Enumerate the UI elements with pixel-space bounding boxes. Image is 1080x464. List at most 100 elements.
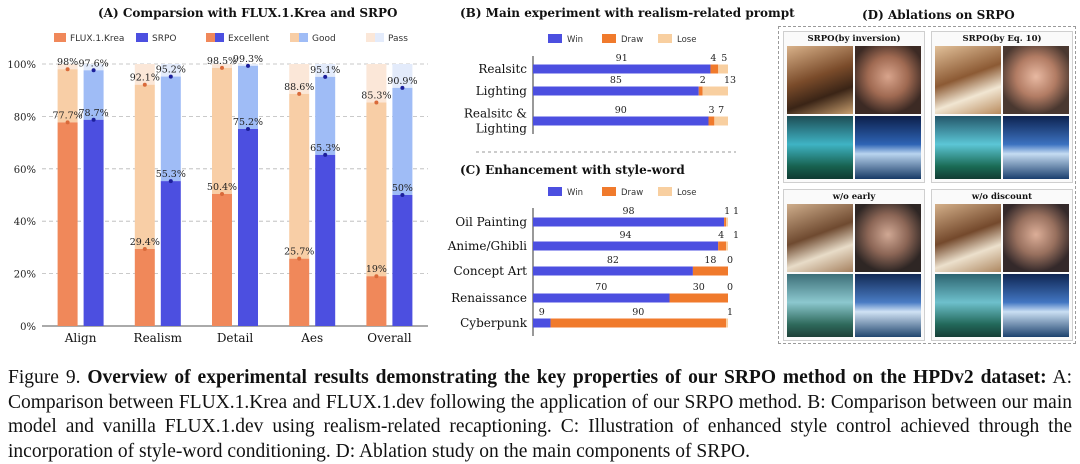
legend-label: Win (567, 188, 583, 198)
point-excellent (400, 193, 405, 197)
legend-swatch (658, 187, 672, 196)
legend-label: Draw (621, 188, 643, 198)
panel-b-title: (B) Main experiment with realism-related… (460, 6, 795, 20)
data-label-lose: 5 (721, 53, 727, 64)
point-good (297, 91, 302, 96)
bar-draw (724, 217, 727, 227)
legend-swatch (136, 33, 148, 42)
legend-swatch (215, 33, 224, 42)
y-tick-label: Realsitc (478, 62, 527, 76)
image-waterfall (935, 116, 1001, 179)
caption-bold: Overview of experimental results demonst… (87, 367, 1047, 388)
data-label-excellent: 78.7% (79, 108, 109, 119)
legend-label: Pass (388, 34, 408, 44)
bar-good (134, 84, 155, 249)
ablation-label: SRPO(by Eq. 10) (962, 34, 1042, 44)
legend-swatch (548, 187, 562, 196)
bar-draw (708, 116, 715, 126)
bar-good (83, 70, 104, 120)
bar-pass (83, 64, 104, 71)
data-label-good: 90.9% (387, 76, 417, 87)
legend-swatch (206, 33, 215, 42)
caption-label: Figure 9. (8, 367, 81, 388)
bar-excellent (315, 154, 336, 326)
data-label-excellent: 77.7% (53, 110, 83, 121)
data-label-excellent: 25.7% (284, 247, 314, 258)
data-label-lose: 0 (727, 282, 733, 293)
point-good (65, 67, 70, 72)
point-good (323, 74, 328, 79)
y-tick-label: 40% (14, 217, 36, 228)
data-label-draw: 1 (724, 206, 730, 217)
bar-win (533, 86, 699, 96)
bar-win (533, 241, 719, 251)
image-people (787, 204, 853, 272)
point-excellent (91, 117, 96, 122)
bar-lose (714, 116, 728, 126)
y-tick-label: Oil Painting (455, 215, 527, 229)
data-label-excellent: 55.3% (156, 169, 186, 180)
bar-excellent (289, 258, 310, 326)
point-excellent (246, 126, 250, 131)
legend-label: Win (567, 35, 583, 45)
bar-win (533, 293, 670, 303)
legend-label: Lose (677, 35, 696, 45)
data-label-lose: 7 (718, 105, 724, 116)
legend-swatch (602, 34, 616, 43)
data-label-win: 90 (615, 105, 627, 116)
data-label-win: 85 (610, 75, 622, 86)
legend-swatch (366, 33, 375, 42)
bar-pass (392, 64, 413, 88)
bar-pass (366, 64, 387, 103)
image-people (935, 46, 1001, 114)
bar-excellent (160, 181, 181, 326)
bar-lose (702, 86, 728, 96)
ablation-label: w/o early (832, 192, 876, 202)
bar-good (238, 65, 258, 129)
charts-svg: FLUX.1.Krea SRPO Excellent Good Pass 0% 20% 40%… (7, 33, 739, 345)
legend-label: FLUX.1.Krea (70, 34, 124, 44)
bar-excellent (57, 122, 78, 327)
panel-d-title: (D) Ablations on SRPO (862, 8, 1015, 22)
point-good (142, 82, 147, 87)
bar-good (57, 69, 78, 123)
data-label-draw: 3 (708, 105, 714, 116)
x-tick-label: Overall (367, 331, 411, 345)
data-label-lose: 1 (733, 230, 739, 241)
image-people (935, 204, 1001, 272)
x-tick-label: Detail (217, 331, 254, 345)
bar-excellent (134, 248, 155, 326)
data-label-draw: 2 (700, 75, 706, 86)
panel-c-title: (C) Enhancement with style-word (460, 163, 685, 177)
image-people (787, 46, 853, 114)
legend-label: Excellent (228, 34, 270, 44)
image-mountain-night (1003, 116, 1069, 179)
image-portrait (1003, 46, 1069, 114)
image-waterfall (787, 116, 853, 179)
data-label-win: 9 (539, 307, 545, 318)
image-portrait (855, 204, 921, 272)
y-tick-label: 80% (14, 112, 36, 123)
y-tick-label: Realsitc & (464, 107, 527, 121)
data-label-draw: 4 (710, 53, 716, 64)
legend-swatch (658, 34, 672, 43)
bar-draw (669, 293, 728, 303)
data-label-draw: 90 (632, 307, 644, 318)
bar-draw (718, 241, 727, 251)
bar-lose (726, 318, 728, 328)
bar-win (533, 318, 551, 328)
caption-text: A: Comparison between FLUX.1.Krea and FL… (8, 367, 1073, 462)
x-tick-label: Align (64, 331, 97, 345)
bar-draw (692, 266, 728, 276)
legend-swatch (602, 187, 616, 196)
data-label-lose: 0 (727, 255, 733, 266)
data-label-good: 92.1% (130, 73, 160, 84)
bar-lose (726, 217, 728, 227)
data-label-win: 82 (607, 255, 619, 266)
x-tick-label: Aes (300, 331, 323, 345)
point-excellent (297, 256, 302, 261)
image-waterfall (935, 274, 1001, 337)
image-mountain-night (1003, 274, 1069, 337)
data-label-good: 88.6% (284, 82, 314, 93)
ablation-box-inversion: SRPO(by inversion) (783, 31, 925, 183)
